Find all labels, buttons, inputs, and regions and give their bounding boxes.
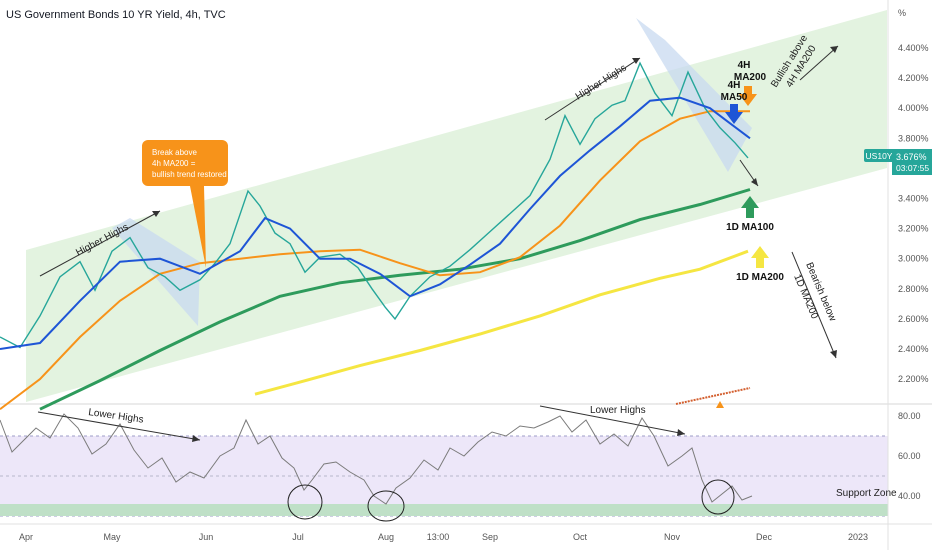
lower-highs-trendline-1 [37, 411, 201, 442]
callout-line-1: Break above [152, 148, 197, 157]
last-price-tag [892, 149, 932, 175]
rsi-circle-nov [701, 479, 735, 515]
ma50-4h-label-line-2: MA50 [721, 92, 748, 103]
chart-title: US Government Bonds 10 YR Yield, 4h, TVC [6, 9, 226, 21]
rsi-circle-jul [287, 484, 323, 520]
time-tick-label: Aug [378, 532, 394, 542]
lower-highs-trendline-2 [539, 405, 686, 436]
price-axis-unit: % [898, 8, 906, 18]
rsi-tick-label: 80.00 [898, 411, 921, 421]
price-tick-label: 4.400% [898, 43, 929, 53]
price-tick-label: 4.200% [898, 73, 929, 83]
time-tick-label: Jul [292, 532, 304, 542]
higher-highs-trendline-2 [544, 57, 641, 121]
ticker-tag [864, 149, 894, 162]
countdown: 03:07:55 [896, 163, 929, 173]
price-tick-label: 3.200% [898, 224, 929, 234]
price-tick-label: 2.800% [898, 284, 929, 294]
time-tick-label: Apr [19, 532, 33, 542]
ma200-4h-label-line-1: 4H [738, 60, 751, 71]
time-tick-label: May [103, 532, 121, 542]
pullback-channel-oct [636, 18, 752, 172]
price-tick-label: 2.400% [898, 344, 929, 354]
price-tick-label: 2.200% [898, 374, 929, 384]
time-tick-label: Dec [756, 532, 773, 542]
rsi-axis-ticks: 80.00 60.00 40.00 [898, 411, 921, 501]
ma50-4h-arrow [725, 104, 743, 124]
ma100-1d-arrow [741, 196, 759, 218]
bullish-channel [26, 10, 887, 402]
time-tick-label: Nov [664, 532, 681, 542]
pullback-arrow [739, 159, 759, 187]
callout-box [142, 140, 228, 268]
rsi-tick-label: 60.00 [898, 451, 921, 461]
time-tick-label: Sep [482, 532, 498, 542]
ma100-1d-label: 1D MA100 [726, 222, 774, 233]
series-line-rsi [0, 413, 753, 505]
time-tick-label: Jun [199, 532, 214, 542]
ma200-4h-label-line-2: MA200 [734, 72, 767, 83]
bullish-arrow [799, 45, 839, 81]
projection-mini-line [675, 387, 751, 408]
last-price: 3.676% [896, 152, 927, 162]
rsi-tick-label: 40.00 [898, 491, 921, 501]
price-tick-label: 4.000% [898, 103, 929, 113]
support-zone-label: Support Zone [836, 488, 897, 499]
series-line-1d-ma100 [39, 188, 751, 411]
price-tick-label: 3.400% [898, 194, 929, 204]
rsi-circle-aug [367, 490, 405, 522]
callout-line-3: bullish trend restored [152, 170, 227, 179]
series-line-4h-ma50 [0, 96, 751, 350]
series-line-1d-ma200 [254, 249, 749, 396]
time-axis-ticks: Apr May Jun Jul Aug 13:00 Sep Oct Nov Dec 2023 [19, 532, 868, 542]
ticker-label: US10Y [866, 151, 893, 161]
lower-highs-label-2: Lower Highs [590, 405, 646, 416]
ma200-4h-arrow [739, 86, 757, 106]
time-tick-label: Oct [573, 532, 588, 542]
support-zone-band [0, 504, 888, 516]
series-line-us10y [0, 61, 749, 349]
time-tick-label: 13:00 [427, 532, 450, 542]
higher-highs-trendline-1 [39, 210, 161, 277]
time-tick-label: 2023 [848, 532, 868, 542]
series-line-4h-ma200 [0, 110, 750, 410]
price-tick-label: 2.600% [898, 314, 929, 324]
price-tick-label: 3.800% [898, 133, 929, 143]
price-tick-label: 3.000% [898, 254, 929, 264]
ma200-1d-label: 1D MA200 [736, 272, 784, 283]
ma200-1d-arrow [751, 246, 769, 268]
ma50-4h-label-line-1: 4H [728, 80, 741, 91]
callout-line-2: 4h MA200 = [152, 159, 196, 168]
bearish-arrow [791, 251, 837, 359]
